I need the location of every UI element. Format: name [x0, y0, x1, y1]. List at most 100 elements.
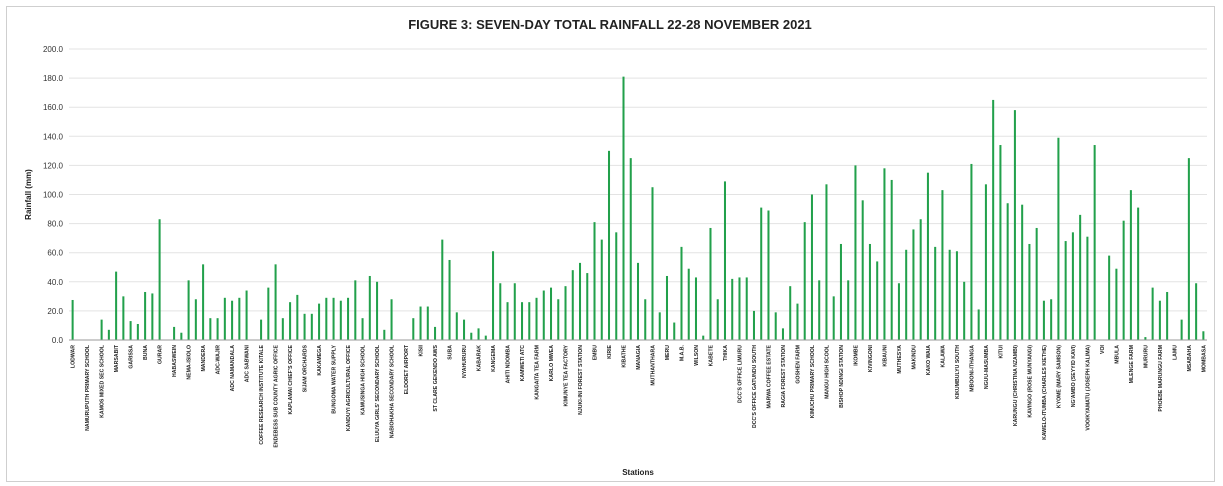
x-category-label: NABIOHAKHA SECONDARY SCHOOL [390, 344, 396, 438]
bar [658, 312, 661, 340]
bar [1013, 110, 1016, 340]
bar [274, 264, 277, 340]
bar [955, 251, 958, 340]
bar [578, 262, 582, 340]
x-category-label: NEMA-ISIOLO [187, 345, 193, 380]
y-tick-label: 60.0 [47, 249, 63, 258]
x-category-label: KAKO WAIA [926, 345, 932, 376]
x-category-label: ADC SABWANI [245, 344, 251, 382]
x-category-label: ADC-WAJIR [216, 345, 222, 375]
bar [644, 299, 647, 340]
bar [709, 227, 712, 340]
bar [238, 297, 241, 340]
x-category-label: KIMUCHU PRIMARY SCHOOL [810, 344, 816, 418]
bar [796, 303, 799, 340]
bar [245, 290, 248, 340]
x-category-label: KIKUMBULYU SOUTH [955, 345, 961, 399]
x-category-label: KAMUSINGA HIGH SCHOOL [361, 344, 367, 415]
bar [564, 286, 567, 340]
bar [310, 313, 313, 340]
bar [629, 158, 632, 340]
y-tick-label: 40.0 [47, 278, 63, 287]
x-category-label: MAKINDU [911, 345, 917, 370]
bar [803, 222, 806, 340]
bar [499, 283, 502, 340]
y-tick-label: 120.0 [43, 161, 64, 170]
bar [1202, 331, 1205, 340]
bar [1108, 255, 1111, 340]
x-category-label: M.A.B. [679, 344, 685, 361]
x-category-label: NGUU-MASUMBA [984, 345, 990, 389]
x-category-label: KIVINGONI [868, 344, 874, 372]
bar [607, 150, 611, 340]
bar [484, 335, 487, 340]
y-tick-label: 0.0 [52, 336, 64, 345]
x-category-label: GURAR [158, 345, 164, 364]
bar [977, 309, 980, 340]
x-category-label: AHITI NDOMBA [506, 345, 512, 384]
bar [477, 328, 480, 340]
x-category-label: ELUUYA GIRLS' SECONDARY SCHOOL [375, 344, 381, 442]
bar [194, 299, 197, 340]
x-category-label: KANDUYI AGRICULTURAL OFFICE [346, 344, 352, 431]
bar [723, 181, 726, 340]
x-category-label: ENDEBESS SUB COUNTY AGRIC OFFICE [274, 344, 280, 447]
bar [550, 287, 553, 340]
bar [1042, 300, 1045, 340]
bar [818, 280, 821, 340]
x-category-label: MBULA [1114, 345, 1120, 364]
bar [948, 249, 951, 340]
bar [687, 268, 690, 340]
bar [839, 243, 842, 340]
bar [941, 190, 944, 340]
x-category-label: KIRIE [607, 344, 613, 358]
x-category-label: COFFEE RESEARCH INSTITUTE KITALE [259, 344, 265, 444]
x-category-label: NJUKI-INI FOREST STATION [578, 345, 584, 415]
bar [535, 297, 538, 340]
bar [883, 168, 886, 340]
bar [934, 246, 937, 340]
bar [448, 259, 451, 340]
bar [854, 165, 857, 340]
x-category-label: SIJAM ORCHARDS [303, 344, 309, 392]
x-category-label: MANDERA [201, 345, 207, 372]
chart-frame: FIGURE 3: SEVEN-DAY TOTAL RAINFALL 22-28… [6, 6, 1215, 482]
x-category-label: EMBU [593, 345, 599, 361]
bar [1151, 287, 1154, 340]
bar [354, 280, 357, 340]
chart-title: FIGURE 3: SEVEN-DAY TOTAL RAINFALL 22-28… [408, 17, 812, 32]
bar [216, 318, 219, 340]
x-category-label: THIKA [723, 345, 729, 361]
bar [810, 194, 813, 340]
bar [173, 326, 176, 340]
bar [231, 300, 234, 340]
x-category-label: ADC NAMANDALA [230, 345, 236, 392]
bar [1129, 190, 1132, 340]
bar [1115, 268, 1118, 340]
bar [970, 163, 973, 340]
bar [513, 283, 516, 340]
bar [1093, 145, 1096, 340]
x-category-label: KISII [419, 344, 425, 356]
bar [441, 239, 444, 340]
bar [600, 239, 603, 340]
bar [332, 297, 335, 340]
bar [760, 207, 763, 340]
bar [912, 229, 915, 340]
bar [1035, 227, 1038, 340]
bar [1122, 220, 1125, 340]
bar [419, 306, 422, 340]
bar [1064, 241, 1067, 340]
bar [187, 280, 190, 340]
bar [781, 328, 784, 340]
bar [376, 281, 379, 340]
x-category-label: KAVINGO (ROSE MUNYANGI) [1027, 345, 1033, 418]
bar [847, 280, 850, 340]
bar [767, 210, 770, 340]
bar [528, 302, 531, 340]
bar [571, 270, 574, 340]
x-category-label: KAPLAMAI CHIEF'S OFFICE [288, 344, 294, 414]
x-category-label: GOSHEN FARM [795, 345, 801, 384]
x-category-label: GARISSA [129, 345, 135, 369]
bar [361, 318, 364, 340]
